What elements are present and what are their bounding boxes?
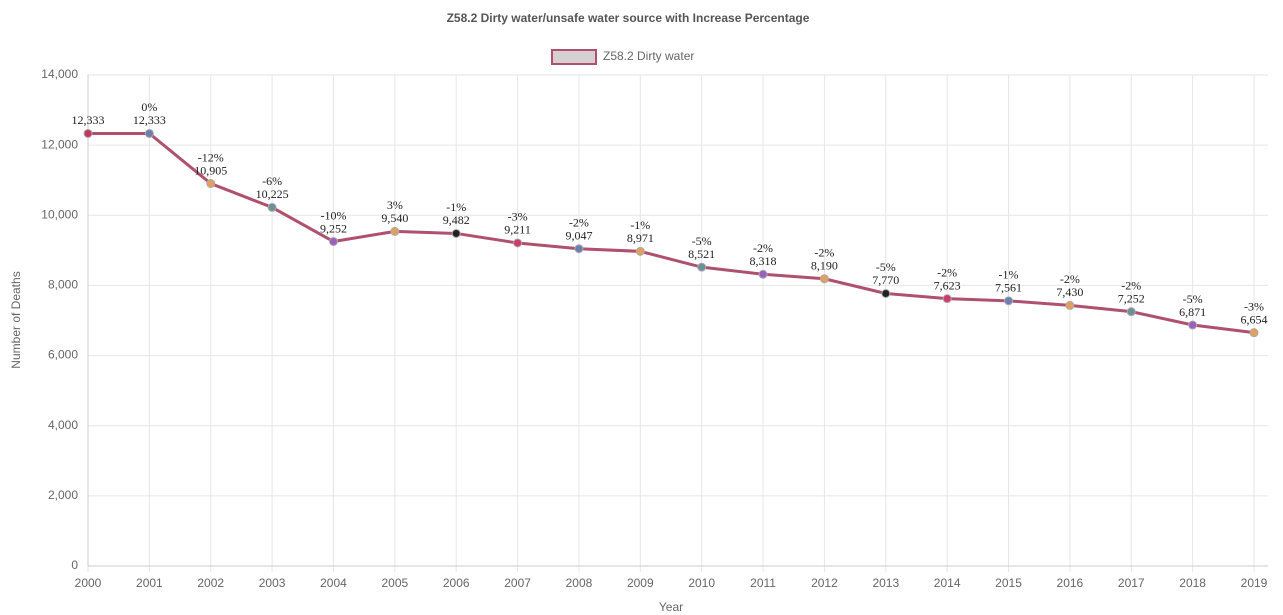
percent-label: -2% — [569, 215, 589, 229]
percent-label: -3% — [508, 210, 528, 224]
data-label: 8,971 — [627, 231, 654, 245]
data-label: 9,252 — [320, 221, 347, 235]
x-tick-label: 2005 — [381, 576, 408, 590]
percent-label: -10% — [320, 208, 346, 222]
data-label: 9,540 — [381, 211, 408, 225]
data-point — [513, 238, 523, 248]
y-tick-label: 6,000 — [48, 348, 78, 362]
data-point — [1249, 328, 1259, 338]
data-label: 10,225 — [256, 187, 289, 201]
percent-label: -12% — [198, 150, 224, 164]
data-point — [819, 274, 829, 284]
percent-label: -1% — [446, 200, 466, 214]
x-tick-label: 2017 — [1118, 576, 1145, 590]
percent-label: -2% — [753, 241, 773, 255]
data-point — [1004, 296, 1014, 306]
data-line — [88, 131, 1255, 335]
x-tick-label: 2003 — [259, 576, 286, 590]
percent-label: -5% — [1183, 292, 1203, 306]
data-label: 12,333 — [72, 113, 105, 127]
data-label: 9,211 — [504, 223, 531, 237]
x-tick-label: 2008 — [566, 576, 593, 590]
x-tick-label: 2016 — [1057, 576, 1084, 590]
x-axis-label: Year — [659, 600, 683, 614]
data-label: 12,333 — [133, 113, 166, 127]
x-tick-label: 2015 — [995, 576, 1022, 590]
data-label: 8,521 — [688, 247, 715, 261]
data-point — [1126, 307, 1136, 317]
data-label: 7,430 — [1056, 285, 1083, 299]
y-tick-label: 10,000 — [41, 207, 78, 221]
percent-label: -1% — [630, 218, 650, 232]
y-tick-label: 0 — [71, 558, 78, 572]
x-tick-label: 2001 — [136, 576, 163, 590]
percent-label: -1% — [999, 268, 1019, 282]
data-point — [881, 288, 891, 298]
x-tick-label: 2013 — [872, 576, 899, 590]
data-point — [267, 202, 277, 212]
data-label: 6,871 — [1179, 305, 1206, 319]
y-tick-label: 12,000 — [41, 137, 78, 151]
data-point — [328, 237, 338, 247]
data-point — [697, 262, 707, 272]
x-tick-label: 2010 — [688, 576, 715, 590]
percent-label: -5% — [692, 234, 712, 248]
x-tick-label: 2000 — [75, 576, 102, 590]
y-axis-label: Number of Deaths — [9, 271, 23, 368]
data-point — [942, 294, 952, 304]
x-tick-label: 2009 — [627, 576, 654, 590]
data-label: 8,318 — [750, 254, 777, 268]
data-point — [574, 244, 584, 254]
data-label: 7,561 — [995, 281, 1022, 295]
percent-label: -2% — [937, 265, 957, 279]
chart-title: Z58.2 Dirty water/unsafe water source wi… — [447, 11, 810, 25]
data-point — [390, 226, 400, 236]
percent-label: -3% — [1244, 299, 1264, 313]
x-tick-label: 2019 — [1241, 576, 1268, 590]
data-point — [758, 269, 768, 279]
data-label: 7,623 — [934, 278, 961, 292]
percent-label: 3% — [387, 198, 403, 212]
data-point — [451, 228, 461, 238]
data-point — [206, 179, 216, 189]
data-label: 7,252 — [1118, 291, 1145, 305]
data-point — [635, 246, 645, 256]
percent-label: -2% — [814, 246, 834, 260]
percent-label: -2% — [1060, 272, 1080, 286]
data-point — [144, 128, 154, 138]
x-tick-label: 2004 — [320, 576, 347, 590]
x-tick-label: 2011 — [750, 576, 776, 590]
percent-label: -6% — [262, 174, 282, 188]
data-point — [1065, 300, 1075, 310]
y-tick-label: 14,000 — [41, 67, 78, 81]
x-tick-label: 2018 — [1179, 576, 1206, 590]
percent-label: 0% — [141, 100, 157, 114]
x-tick-label: 2002 — [197, 576, 224, 590]
data-label: 10,905 — [194, 163, 227, 177]
data-label: 6,654 — [1241, 312, 1268, 326]
percent-label: -5% — [876, 260, 896, 274]
data-point — [83, 128, 93, 138]
data-label: 9,047 — [565, 228, 592, 242]
x-tick-label: 2012 — [811, 576, 838, 590]
x-tick-label: 2006 — [443, 576, 470, 590]
y-tick-label: 2,000 — [48, 488, 78, 502]
x-tick-label: 2014 — [934, 576, 961, 590]
legend-label: Z58.2 Dirty water — [603, 49, 694, 63]
data-point — [1188, 320, 1198, 330]
data-label: 7,770 — [872, 273, 899, 287]
data-label: 8,190 — [811, 259, 838, 273]
y-tick-label: 4,000 — [48, 418, 78, 432]
y-tick-label: 8,000 — [48, 278, 78, 292]
legend-swatch — [551, 49, 597, 65]
x-tick-label: 2007 — [504, 576, 531, 590]
percent-label: -2% — [1121, 278, 1141, 292]
data-label: 9,482 — [443, 213, 470, 227]
